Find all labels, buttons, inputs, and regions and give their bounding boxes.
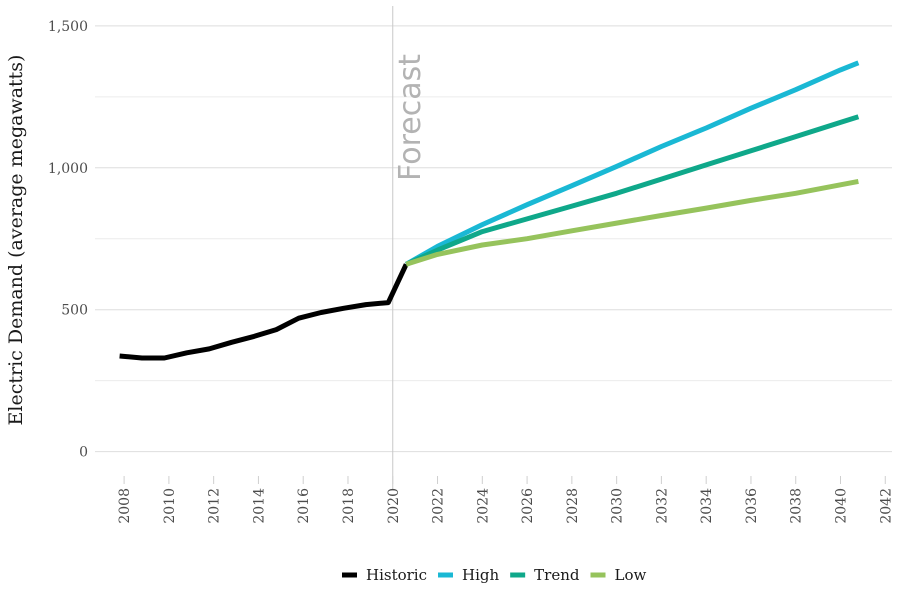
legend-label-historic: Historic [366,566,427,584]
x-tick-label: 2026 [520,488,536,524]
series-line-trend [405,114,860,267]
x-tick-label: 2020 [386,488,402,524]
series-line-high [404,60,860,267]
legend-label-high: High [462,566,499,584]
x-tick-label: 2038 [789,488,805,524]
x-tick-label: 2032 [654,488,670,524]
series-lines [119,60,860,361]
gridlines [95,25,892,453]
x-axis: 2008 2010 2012 2014 2016 2018 2020 2022 2024 2026… [117,476,894,524]
legend: Historic High Trend Low [342,566,646,584]
x-tick-label: 2012 [207,488,223,524]
y-tick-label: 0 [79,445,88,461]
y-tick-label: 1,500 [48,19,88,35]
x-tick-label: 2036 [744,488,760,524]
x-tick-label: 2014 [251,488,267,524]
y-axis-title: Electric Demand (average megawatts) [5,55,27,426]
x-tick-label: 2018 [341,488,357,524]
forecast-annotation: Forecast [392,6,428,490]
x-tick-label: 2016 [296,488,312,524]
series-line-low [405,178,859,267]
x-tick-label: 2040 [834,488,850,524]
x-tick-label: 2030 [610,488,626,524]
series-line-historic [119,263,409,361]
legend-label-trend: Trend [534,566,580,584]
y-tick-label: 1,000 [48,161,88,177]
x-tick-label: 2024 [475,488,491,524]
x-tick-label: 2042 [878,488,894,524]
x-tick-label: 2022 [431,488,447,524]
x-tick-label: 2028 [565,488,581,524]
legend-label-low: Low [615,566,647,584]
forecast-label: Forecast [393,54,428,181]
y-tick-label: 500 [61,303,88,319]
x-tick-label: 2008 [117,488,133,524]
y-axis: 0 500 1,000 1,500 [48,19,88,461]
x-tick-label: 2034 [699,488,715,524]
x-tick-label: 2010 [162,488,178,524]
